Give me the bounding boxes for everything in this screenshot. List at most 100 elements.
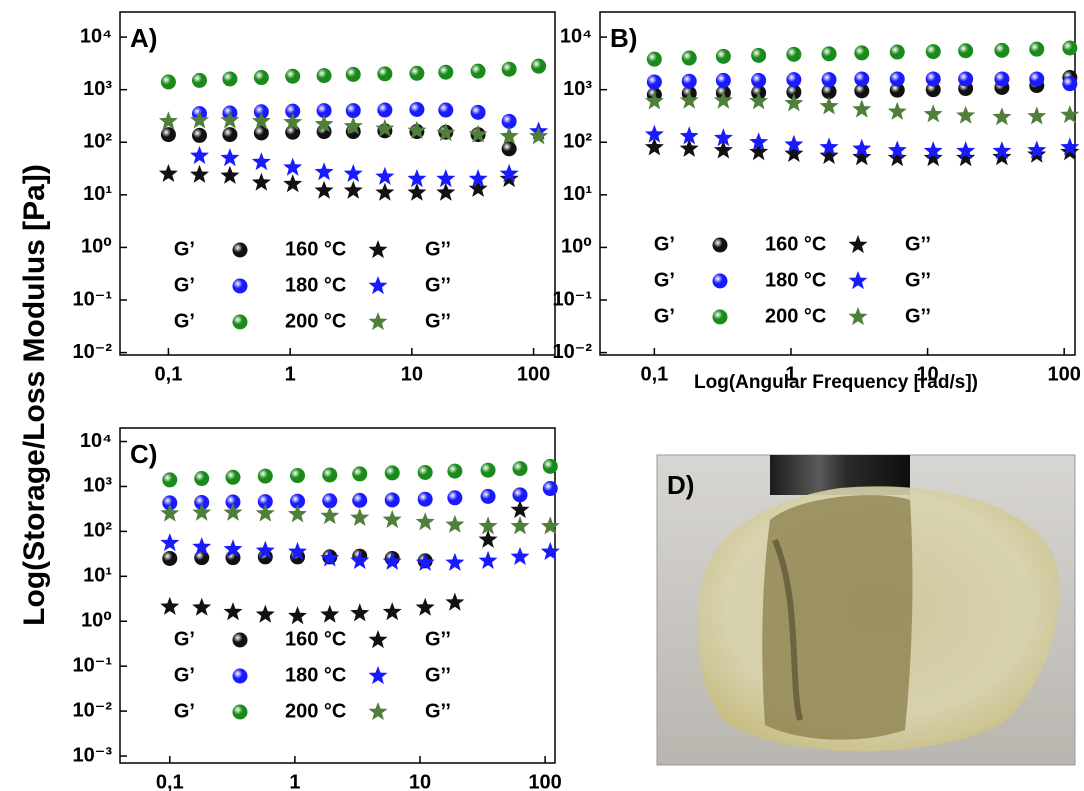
panel: 0,1 1 10 100 10⁻³ 10⁻² 10⁻¹ 10⁰ 10¹ 10² 10³ 10⁴ C) G’…: [73, 427, 562, 791]
point: [436, 169, 456, 188]
point: [470, 104, 486, 120]
point: [255, 604, 275, 623]
point: [257, 494, 273, 510]
y-tick-label: 10⁻²: [553, 341, 593, 363]
point: [162, 550, 178, 566]
point: [819, 145, 839, 164]
legend-label: 180 °C: [765, 269, 826, 291]
point: [679, 138, 699, 157]
point: [854, 71, 870, 87]
point: [160, 533, 180, 552]
point: [925, 71, 941, 87]
point: [162, 472, 178, 488]
legend-marker: [368, 630, 388, 649]
point: [751, 72, 767, 88]
point: [470, 63, 486, 79]
point: [542, 481, 558, 497]
point: [194, 494, 210, 510]
point: [925, 82, 941, 98]
point: [644, 124, 664, 143]
point: [958, 43, 974, 59]
y-tick-label: 10⁻³: [73, 744, 113, 766]
legend-marker: [368, 666, 388, 685]
point: [194, 471, 210, 487]
point: [501, 61, 517, 77]
point: [160, 74, 176, 90]
legend-label: 180 °C: [285, 274, 346, 296]
point: [290, 468, 306, 484]
point: [223, 539, 243, 558]
point: [923, 104, 943, 123]
x-tick-label: 10: [916, 363, 938, 385]
y-tick-label: 10⁰: [81, 610, 112, 632]
point: [343, 180, 363, 199]
legend-marker: [712, 309, 728, 325]
point: [407, 169, 427, 188]
point: [681, 50, 697, 66]
panel: 0,1 1 10 100 10⁻² 10⁻¹ 10⁰ 10¹ 10² 10³ 10⁴ A) G’ 160 …: [73, 11, 556, 385]
legend-marker: [368, 312, 388, 331]
legend-label: 180 °C: [285, 664, 346, 686]
point: [819, 96, 839, 115]
y-axis-label: Log(Storage/Loss Modulus [Pa]): [18, 164, 51, 626]
point: [320, 548, 340, 567]
x-axis-label: Log(Angular Frequency [rad/s]): [694, 372, 978, 393]
point: [956, 141, 976, 160]
y-tick-label: 10³: [83, 78, 112, 100]
point: [192, 502, 212, 521]
panel-label: D): [667, 470, 694, 500]
point: [194, 550, 210, 566]
point: [510, 499, 530, 518]
point: [415, 552, 435, 571]
legend-label: 160 °C: [285, 238, 346, 260]
y-tick-label: 10⁻¹: [553, 288, 593, 310]
point: [316, 68, 332, 84]
point: [417, 491, 433, 507]
x-tick-label: 10: [401, 363, 423, 385]
point: [784, 93, 804, 112]
point: [889, 71, 905, 87]
point: [160, 503, 180, 522]
point: [529, 126, 549, 145]
point: [314, 180, 334, 199]
legend-marker: [232, 632, 248, 648]
legend-marker: [368, 702, 388, 721]
point: [499, 126, 519, 145]
point: [501, 141, 517, 157]
x-tick-label: 1: [285, 363, 296, 385]
point: [992, 107, 1012, 126]
y-tick-label: 10⁰: [561, 236, 592, 258]
point: [1027, 140, 1047, 159]
point: [223, 602, 243, 621]
point: [314, 162, 334, 181]
point: [956, 105, 976, 124]
point: [510, 516, 530, 535]
panel-label: B): [610, 23, 637, 53]
point: [958, 71, 974, 87]
point: [510, 546, 530, 565]
point: [819, 137, 839, 156]
legend-label: 160 °C: [765, 233, 826, 255]
legend-marker: [712, 237, 728, 253]
point: [646, 51, 662, 67]
point: [681, 73, 697, 89]
point: [447, 463, 463, 479]
legend-label: G’: [174, 628, 195, 650]
point: [283, 112, 303, 131]
point: [220, 165, 240, 184]
point: [190, 164, 209, 183]
legend-marker: [232, 314, 248, 330]
point: [994, 71, 1010, 87]
point: [409, 101, 425, 117]
plot-frame: [599, 11, 1076, 356]
point: [314, 114, 334, 133]
legend-label: G’: [654, 305, 675, 327]
point: [192, 72, 208, 88]
point: [445, 592, 465, 611]
point: [225, 494, 241, 510]
point: [1060, 105, 1080, 124]
point: [288, 606, 307, 625]
x-tick-label: 100: [1047, 363, 1080, 385]
y-tick-label: 10¹: [563, 183, 592, 205]
point: [956, 148, 976, 167]
